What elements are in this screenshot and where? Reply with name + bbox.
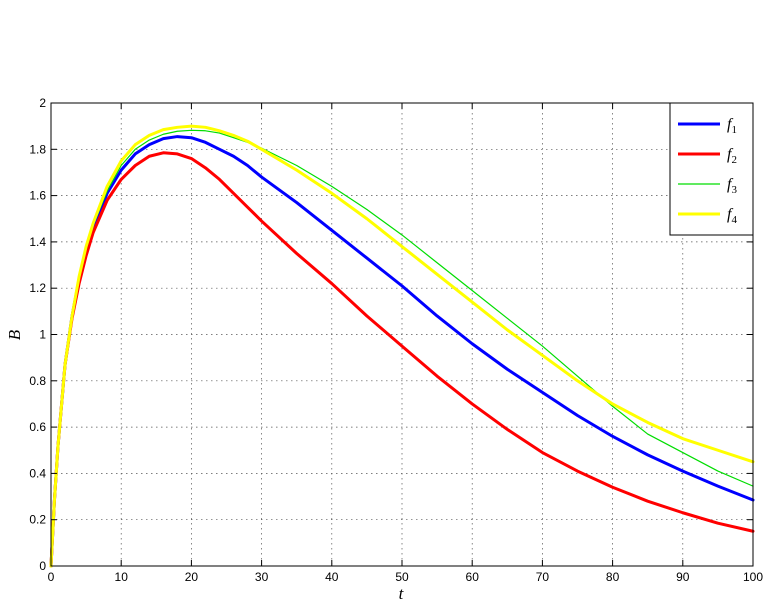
- y-tick-label: 1.8: [29, 142, 46, 156]
- y-tick-label: 0.8: [29, 374, 46, 388]
- y-tick-label: 2: [39, 96, 46, 110]
- y-tick-label: 1.2: [29, 281, 46, 295]
- y-tick-label: 1.4: [29, 235, 46, 249]
- y-tick-label: 1.6: [29, 189, 46, 203]
- series-line-f4: [49, 124, 755, 568]
- x-axis-label: t: [399, 584, 405, 603]
- y-tick-label: 0: [39, 559, 46, 573]
- x-tick-label: 60: [466, 570, 480, 584]
- x-tick-label: 20: [185, 570, 199, 584]
- x-tick-label: 30: [255, 570, 269, 584]
- x-tick-label: 100: [743, 570, 763, 584]
- x-tick-label: 50: [395, 570, 409, 584]
- x-tick-label: 90: [676, 570, 690, 584]
- y-tick-label: 0.6: [29, 420, 46, 434]
- x-tick-label: 10: [115, 570, 129, 584]
- plot-area: 0 10 20 30 40 50 60 70 80 90 100 0 0.2 0.4 0.6 0.8 1 1.2 1…: [29, 96, 763, 584]
- y-tick-label: 1: [39, 328, 46, 342]
- x-tick-label: 80: [606, 570, 620, 584]
- x-tick-label: 40: [325, 570, 339, 584]
- legend-label-f2: f2: [727, 146, 737, 166]
- y-tick-label: 0.2: [29, 513, 46, 527]
- y-axis-label: B: [5, 329, 24, 340]
- y-tick-label: 0.4: [29, 466, 46, 480]
- legend-label-f4: f4: [727, 206, 737, 226]
- series-line-f2: [49, 151, 755, 568]
- x-tick-label: 70: [536, 570, 550, 584]
- x-tick-label: 0: [48, 570, 55, 584]
- legend-label-f3: f3: [727, 176, 737, 196]
- legend-label-f1: f1: [727, 116, 737, 136]
